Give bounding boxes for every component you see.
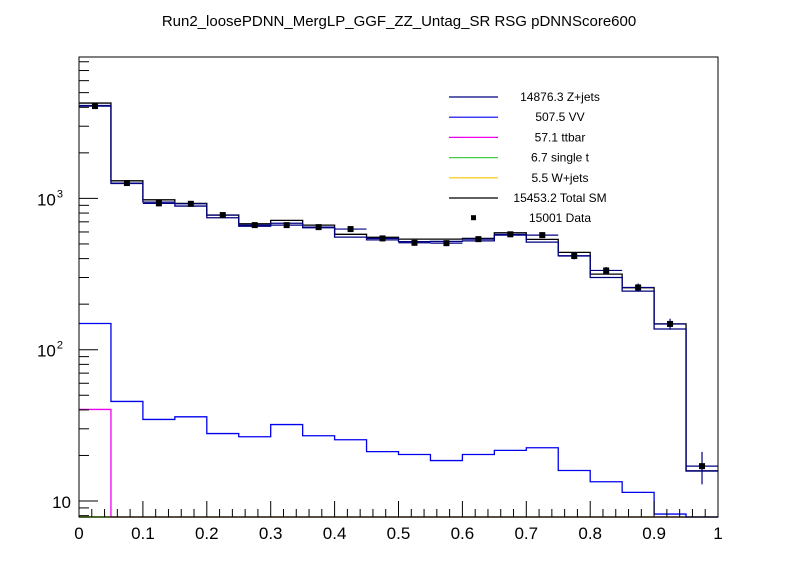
x-tick-label: 0.6 [451, 524, 475, 543]
data-marker [347, 226, 354, 233]
x-tick-label: 0.7 [514, 524, 538, 543]
data-point [398, 239, 431, 246]
data-marker [283, 222, 290, 229]
x-tick-label: 0.9 [642, 524, 666, 543]
data-marker [475, 236, 482, 243]
data-point [622, 283, 655, 292]
legend-entry: 15001 Data [471, 211, 591, 225]
chart-title: Run2_loosePDNN_MergLP_GGF_ZZ_Untag_SR RS… [162, 13, 636, 30]
x-tick-label: 0.3 [259, 524, 283, 543]
histogram-line [79, 104, 718, 472]
data-marker [187, 200, 194, 207]
data-marker [571, 253, 578, 260]
data-point [494, 231, 527, 238]
data-point [79, 103, 111, 110]
data-point [302, 224, 335, 231]
data-marker [91, 103, 98, 110]
histogram-line [79, 408, 718, 518]
histogram-ttbar [79, 408, 718, 518]
legend: 14876.3 Z+jets 507.5 VV 57.1 ttbar 6.7 sing… [449, 90, 607, 225]
data-point [174, 200, 207, 207]
legend-marker [471, 215, 476, 221]
legend-label: 15001 Data [529, 211, 591, 225]
data-marker [635, 284, 642, 291]
data-point [270, 222, 303, 229]
data-points [79, 103, 718, 485]
data-marker [443, 240, 450, 247]
legend-label: 15453.2 Total SM [513, 191, 606, 205]
legend-entry: 57.1 ttbar [449, 130, 585, 144]
histograms [79, 102, 718, 518]
legend-entry: 6.7 single t [449, 151, 590, 165]
data-point [430, 240, 463, 247]
data-point [334, 226, 367, 233]
data-marker [539, 232, 546, 239]
legend-entry: 507.5 VV [449, 110, 585, 124]
data-point [206, 212, 239, 219]
legend-label: 6.7 single t [531, 151, 590, 165]
legend-label: 5.5 W+jets [531, 171, 588, 185]
data-marker [155, 200, 162, 207]
data-marker [219, 212, 226, 219]
data-marker [379, 235, 386, 242]
data-marker [699, 463, 706, 470]
data-marker [507, 231, 514, 238]
legend-label: 507.5 VV [535, 110, 584, 124]
data-point [142, 200, 175, 207]
y-tick-label: 102 [37, 340, 63, 361]
legend-label: 14876.3 Z+jets [520, 90, 600, 104]
x-tick-label: 0 [74, 524, 83, 543]
x-tick-label: 0.5 [387, 524, 411, 543]
data-point [110, 180, 143, 187]
data-marker [667, 320, 674, 327]
x-tick-label: 0.8 [578, 524, 602, 543]
data-point [238, 222, 271, 229]
legend-entry: 14876.3 Z+jets [449, 90, 600, 104]
data-marker [315, 224, 322, 231]
x-tick-label: 0.4 [323, 524, 347, 543]
legend-label: 57.1 ttbar [535, 130, 586, 144]
legend-entry: 5.5 W+jets [449, 171, 589, 185]
data-point [654, 318, 687, 330]
data-marker [251, 222, 258, 229]
data-point [686, 451, 718, 485]
data-point [366, 235, 399, 242]
y-tick-label: 10 [52, 493, 71, 512]
legend-entry: 15453.2 Total SM [449, 191, 607, 205]
data-marker [411, 239, 418, 246]
data-point [590, 266, 623, 275]
data-point [462, 236, 495, 243]
data-point [526, 232, 559, 239]
data-point [558, 252, 591, 260]
axes: 0 0.1 0.2 0.3 0.4 0.5 0.6 0.7 0.8 0.9 1 10 102 103 [37, 56, 723, 543]
x-tick-label: 0.2 [195, 524, 219, 543]
histogram-z-jets [79, 104, 718, 472]
y-tick-label: 103 [37, 188, 63, 209]
histogram-line [79, 322, 718, 518]
x-tick-label: 1 [713, 524, 722, 543]
data-marker [603, 267, 610, 274]
x-tick-label: 0.1 [131, 524, 155, 543]
data-marker [123, 180, 130, 187]
histogram-vv [79, 322, 718, 518]
